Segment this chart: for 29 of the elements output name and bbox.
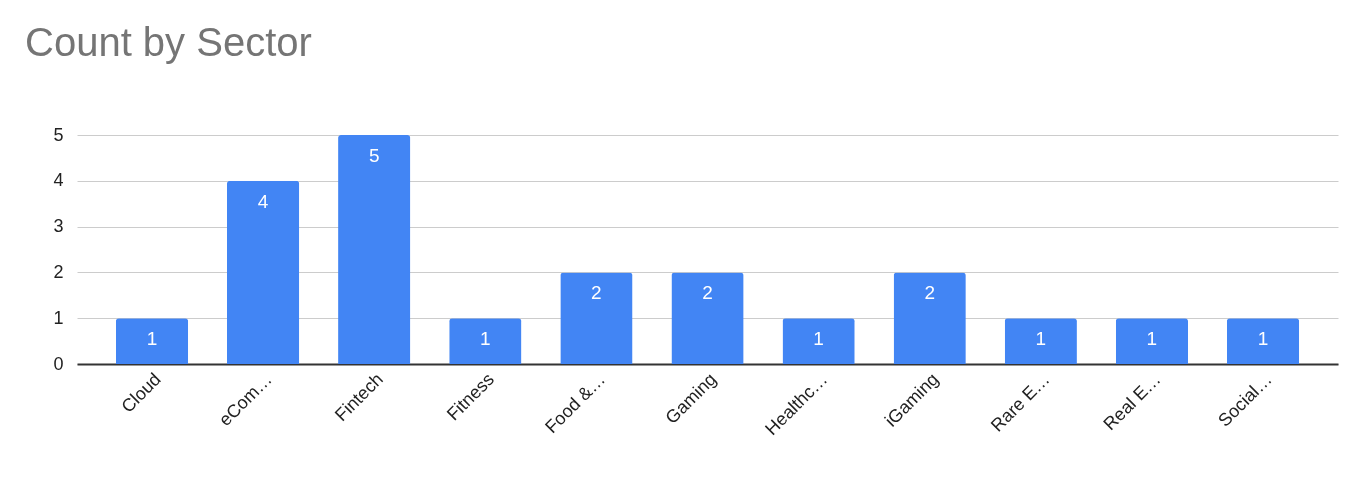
bar bbox=[1115, 318, 1189, 364]
bar bbox=[560, 272, 633, 364]
data-label: 1 bbox=[146, 328, 158, 350]
data-label: 2 bbox=[702, 282, 713, 304]
data-label: 2 bbox=[591, 282, 602, 304]
bar bbox=[1004, 318, 1077, 364]
y-tick-label: 4 bbox=[53, 170, 64, 191]
y-tick-label: 3 bbox=[53, 216, 64, 237]
data-label: 2 bbox=[924, 282, 935, 304]
y-tick-label: 1 bbox=[53, 307, 64, 328]
data-label: 1 bbox=[1257, 328, 1269, 350]
bar bbox=[449, 318, 522, 364]
bar bbox=[782, 318, 855, 364]
y-tick-label: 2 bbox=[53, 261, 64, 282]
bar bbox=[1226, 318, 1300, 364]
bar bbox=[338, 135, 411, 364]
bar bbox=[671, 272, 744, 364]
y-tick-label: 0 bbox=[53, 353, 64, 374]
chart-title: Count by Sector bbox=[25, 20, 312, 64]
data-label: 1 bbox=[480, 328, 491, 350]
y-tick-label: 5 bbox=[53, 124, 64, 145]
bar bbox=[226, 180, 300, 364]
data-label: 1 bbox=[1146, 328, 1158, 350]
data-label: 4 bbox=[257, 190, 269, 212]
bar bbox=[115, 318, 189, 364]
data-label: 1 bbox=[813, 328, 824, 350]
data-label: 1 bbox=[1035, 328, 1047, 350]
bar bbox=[893, 272, 966, 364]
data-label: 5 bbox=[368, 145, 380, 166]
